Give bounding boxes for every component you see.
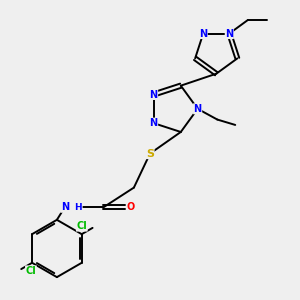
Text: N: N: [194, 104, 202, 114]
Text: N: N: [199, 28, 207, 39]
Text: N: N: [225, 28, 233, 39]
Text: N: N: [149, 118, 158, 128]
Text: S: S: [146, 148, 154, 159]
Text: Cl: Cl: [26, 266, 36, 276]
Text: N: N: [149, 89, 158, 100]
Text: Cl: Cl: [76, 221, 87, 231]
Text: O: O: [126, 202, 134, 212]
Text: N: N: [61, 202, 69, 212]
Text: H: H: [75, 203, 82, 212]
